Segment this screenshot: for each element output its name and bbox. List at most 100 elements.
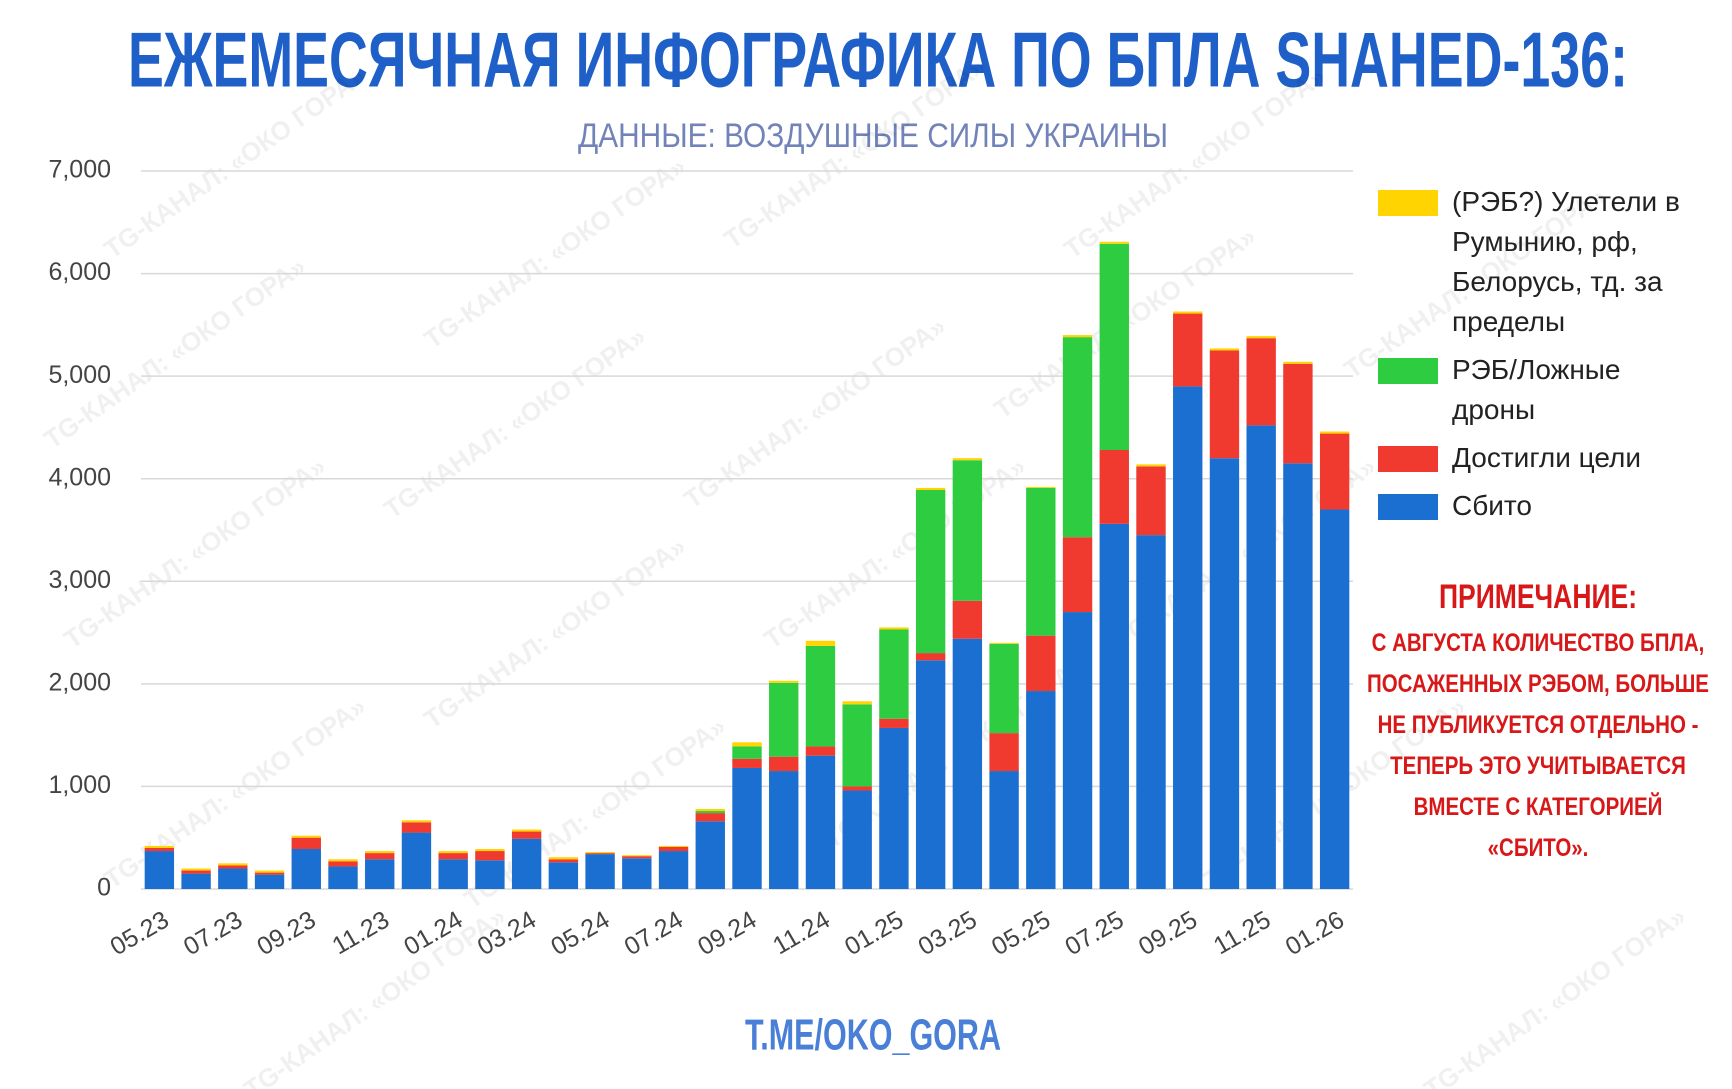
bar-segment <box>1173 313 1203 387</box>
x-tick-label: 11.25 <box>1209 906 1276 961</box>
legend-label: РЭБ/Ложные дроны <box>1452 354 1621 425</box>
bar-segment <box>989 771 1019 889</box>
x-tick-label: 05.25 <box>987 906 1055 962</box>
bar-segment <box>511 838 542 889</box>
bar-segment <box>732 767 762 889</box>
bar-segment <box>695 811 725 814</box>
bar-segment <box>695 813 725 822</box>
x-tick-label: 11.23 <box>327 906 394 961</box>
bar-segment <box>695 821 725 889</box>
bar-segment <box>328 866 358 889</box>
bar-segment <box>769 771 799 889</box>
bar-segment <box>254 870 285 873</box>
bar-segment <box>915 660 946 889</box>
bar-segment <box>658 846 689 852</box>
bar-segment <box>475 848 505 852</box>
y-tick-label: 3,000 <box>48 566 111 594</box>
legend-swatch <box>1378 446 1438 472</box>
watermark: TG-КАНАЛ: «ОКО ГОРА» <box>758 451 1031 655</box>
legend-label: Достигли цели <box>1452 442 1642 473</box>
x-tick-label: 01.25 <box>840 906 908 962</box>
bar-segment <box>769 756 799 772</box>
bar-segment <box>879 627 909 630</box>
watermark: TG-КАНАЛ: «ОКО ГОРА» <box>378 321 651 525</box>
bar-segment <box>291 835 321 838</box>
watermark: TG-КАНАЛ: «ОКО ГОРА» <box>418 151 691 355</box>
y-tick-label: 6,000 <box>48 258 111 286</box>
bar-segment <box>915 653 946 661</box>
x-tick-label: 05.23 <box>105 906 173 962</box>
legend-item: (РЭБ?) Улетели в Румынию, рф, Белорусь, … <box>1378 182 1708 342</box>
bar-segment <box>401 820 432 823</box>
y-tick-label: 2,000 <box>48 668 111 696</box>
y-tick-label: 1,000 <box>48 771 111 799</box>
watermark: TG-КАНАЛ: «ОКО ГОРА» <box>418 531 691 735</box>
bar-segment <box>952 460 983 601</box>
bar-segment <box>475 851 505 861</box>
bar-segment <box>218 865 248 869</box>
y-tick-label: 7,000 <box>48 156 111 184</box>
bar-segment <box>181 873 211 889</box>
bar-segment <box>1026 486 1056 488</box>
bar-segment <box>1246 425 1276 889</box>
bar-segment <box>1173 311 1203 314</box>
bar-segment <box>291 848 321 889</box>
x-tick-label: 09.23 <box>252 906 320 962</box>
bar-segment <box>1026 487 1056 636</box>
bar-segment <box>769 682 799 757</box>
y-tick-label: 0 <box>97 874 111 902</box>
bar-segment <box>805 645 836 747</box>
bar-segment <box>1209 350 1240 459</box>
note-title: ПРИМЕЧАНИЕ: <box>1438 578 1638 616</box>
bar-segment <box>989 733 1019 772</box>
legend-swatch <box>1378 494 1438 520</box>
bar-segment <box>1136 535 1166 889</box>
note-body: С АВГУСТА КОЛИЧЕСТВО БПЛА, ПОСАЖЕННЫХ РЭ… <box>1366 629 1709 862</box>
bar-segment <box>1246 336 1276 339</box>
bar-segment <box>585 852 615 854</box>
bar-segment <box>622 856 652 859</box>
bar-segment <box>585 854 615 889</box>
y-tick-label: 4,000 <box>48 463 111 491</box>
bar-segment <box>915 487 946 490</box>
bar-segment <box>1173 386 1203 889</box>
bar-segment <box>218 863 248 866</box>
bar-segment <box>511 829 542 832</box>
x-tick-label: 09.24 <box>693 906 761 962</box>
bar-segment <box>732 758 762 768</box>
bar-segment <box>438 853 468 860</box>
bar-segment <box>1062 337 1093 538</box>
bar-segment <box>254 874 285 889</box>
bar-segment <box>291 837 321 849</box>
note: ПРИМЕЧАНИЕ: С АВГУСТА КОЛИЧЕСТВО БПЛА, П… <box>1360 578 1716 869</box>
bar-segment <box>1319 433 1350 510</box>
x-tick-label: 01.26 <box>1281 906 1349 962</box>
bar-segment <box>548 862 579 889</box>
bar-segment <box>1319 509 1350 889</box>
bar-segment <box>805 746 836 756</box>
bar-segment <box>401 832 432 889</box>
bar-segment <box>879 718 909 728</box>
bar-segment <box>144 847 175 852</box>
bar-segment <box>732 742 762 747</box>
bar-segment <box>475 860 505 889</box>
x-tick-label: 05.24 <box>546 906 614 962</box>
bar-segment <box>1209 458 1240 889</box>
bar-segment <box>879 727 909 889</box>
x-tick-label: 07.23 <box>179 906 247 962</box>
bar-segment <box>1099 523 1129 889</box>
legend-item: Сбито <box>1378 486 1708 526</box>
bar-segment <box>438 859 468 889</box>
bar-segment <box>842 790 872 889</box>
chart-subtitle: ДАННЫЕ: ВОЗДУШНЫЕ СИЛЫ УКРАИНЫ <box>578 117 1168 155</box>
bar-segment <box>915 489 946 654</box>
bar-segment <box>1136 466 1166 536</box>
bar-segment <box>1026 691 1056 889</box>
bar-segment <box>805 640 836 646</box>
bar-segment <box>1319 431 1350 434</box>
bar-segment <box>144 851 175 889</box>
x-tick-label: 11.24 <box>768 906 835 961</box>
bar-segment <box>511 831 542 839</box>
bar-segment <box>952 458 983 461</box>
bar-segment <box>842 786 872 791</box>
